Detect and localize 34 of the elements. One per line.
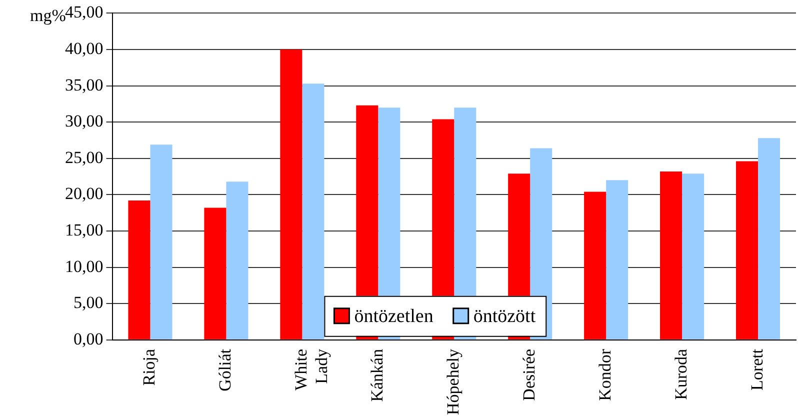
y-tick-label: 45,00 [65,2,104,22]
x-tick-label: Desirée [520,348,539,401]
y-axis-title: mg% [30,6,66,26]
bar [660,171,682,340]
bar [302,84,324,340]
x-tick-label: Kondor [596,348,615,401]
x-tick-label: Lorett [747,348,766,390]
y-tick-label: 0,00 [74,329,104,348]
bar [226,182,248,340]
bar [204,208,226,340]
x-tick-label: White Lady [292,348,332,390]
y-tick-label: 30,00 [65,112,104,131]
bar [736,161,758,340]
y-tick-label: 40,00 [65,38,104,58]
bar [280,50,302,340]
bar [150,144,172,340]
x-tick-label: Hópehely [444,348,463,416]
y-tick-label: 25,00 [65,148,104,167]
y-tick-label: 5,00 [74,293,104,312]
y-tick-label: 20,00 [65,184,104,204]
legend-label: öntözött [473,306,536,327]
x-tick-label: Góliát [216,348,235,392]
y-tick-label: 10,00 [65,256,104,276]
y-tick-label: 35,00 [65,75,104,94]
y-tick-label: 15,00 [65,220,104,240]
x-tick-label: Kánkán [368,348,387,402]
bar [584,192,606,340]
x-tick-label: Kuroda [672,348,691,400]
legend-label: öntözetlen [354,306,434,327]
bar [128,200,150,340]
bar [758,138,780,340]
bar [606,180,628,340]
x-tick-label: Rioja [140,348,159,386]
bar [682,174,704,340]
